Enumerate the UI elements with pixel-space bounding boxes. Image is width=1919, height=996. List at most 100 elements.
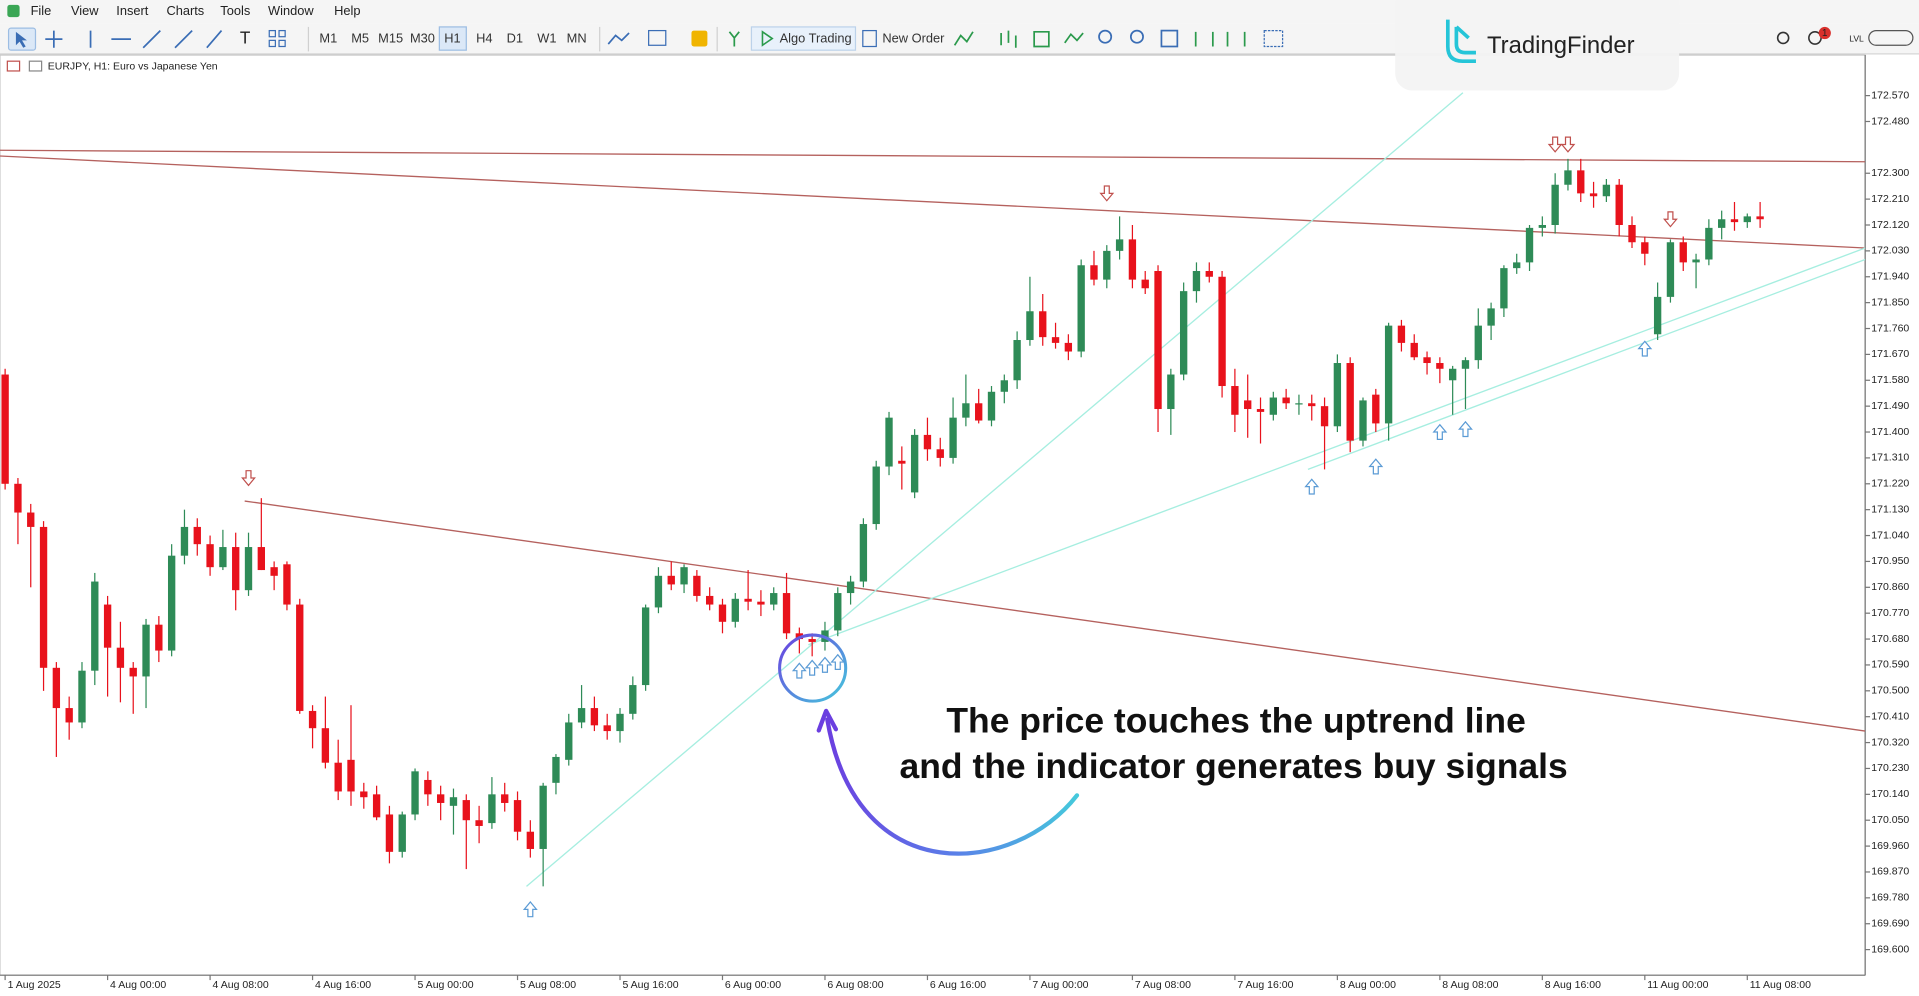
candle-body	[770, 593, 778, 605]
indicator-icon[interactable]	[607, 32, 630, 45]
candle-body	[1192, 271, 1201, 292]
candle-body	[1115, 239, 1124, 251]
candle-body	[1269, 397, 1277, 415]
x-tick-label: 5 Aug 16:00	[622, 979, 678, 991]
new-order-label[interactable]: New Order	[882, 31, 945, 46]
messages-icon[interactable]	[1808, 31, 1822, 45]
candle-body	[872, 466, 880, 525]
search-icon[interactable]	[1776, 31, 1790, 45]
timeframe[interactable]: H4	[476, 31, 492, 46]
arrow-head	[816, 708, 839, 733]
plot	[0, 92, 1866, 918]
trade-icon[interactable]	[953, 31, 974, 46]
candle-body	[603, 725, 611, 732]
candle-body	[757, 601, 765, 605]
y-tick-label: 172.120	[1871, 219, 1909, 231]
zoom-in[interactable]	[1098, 29, 1113, 44]
menu-item[interactable]: Help	[334, 3, 360, 18]
screenshot-icon[interactable]	[1263, 29, 1284, 48]
x-tick-label: 7 Aug 00:00	[1032, 979, 1088, 991]
y-tick-label: 172.570	[1871, 89, 1909, 101]
candle-body	[808, 639, 816, 642]
highlight-circle	[778, 633, 848, 703]
toggle[interactable]	[1868, 29, 1914, 46]
y-tick-label: 170.590	[1871, 659, 1909, 671]
trend-line	[0, 149, 1866, 163]
algo-trading-label[interactable]: Algo Trading	[780, 31, 852, 46]
shapes-icon	[278, 29, 286, 38]
candle-body	[565, 722, 573, 760]
timeframe[interactable]: H1	[444, 31, 460, 46]
timeframe[interactable]: M1	[319, 31, 337, 46]
menu-item[interactable]: Charts	[166, 3, 204, 18]
crosshair-icon[interactable]	[45, 30, 63, 48]
candle-body	[270, 567, 278, 576]
menu-item[interactable]: View	[71, 3, 99, 18]
timeframe[interactable]: W1	[537, 31, 556, 46]
candle-body	[65, 708, 73, 723]
x-tick-label: 4 Aug 00:00	[110, 979, 166, 991]
shapes-icon[interactable]	[268, 29, 276, 38]
badge-count: 1	[1822, 28, 1827, 39]
scroll-icons[interactable]	[1194, 31, 1246, 47]
candle-body	[654, 575, 663, 608]
zoom-out[interactable]	[1129, 29, 1144, 44]
algo-button[interactable]	[750, 26, 857, 51]
buy-signal	[791, 662, 807, 679]
candle-body	[232, 547, 240, 591]
candle-body	[1397, 325, 1406, 343]
menu-item[interactable]: Window	[268, 3, 314, 18]
candle-body	[206, 544, 214, 568]
candle-body	[1461, 360, 1470, 369]
x-tick-label: 4 Aug 16:00	[315, 979, 371, 991]
candle-body	[975, 403, 983, 421]
y-tick-label: 171.580	[1871, 374, 1909, 386]
candle-body	[27, 512, 35, 527]
candle-body	[1756, 216, 1764, 220]
candle-body	[731, 598, 739, 622]
candle-body	[1051, 337, 1060, 343]
tile-icon[interactable]	[1160, 29, 1179, 48]
timeframe[interactable]: M30	[410, 31, 435, 46]
candle-body	[1077, 265, 1085, 352]
market-icon[interactable]	[691, 30, 708, 47]
menu-item[interactable]: Tools	[220, 3, 250, 18]
candle-body	[987, 391, 996, 421]
candle-body	[14, 483, 22, 513]
candle-body	[52, 667, 61, 709]
y-tick-label: 169.960	[1871, 840, 1909, 852]
candle-body	[308, 710, 317, 729]
timeframe[interactable]: D1	[507, 31, 523, 46]
candle-body	[385, 814, 394, 852]
drawing-tools[interactable]	[89, 29, 223, 49]
lvl-label: LVL	[1849, 33, 1864, 43]
signal-icon[interactable]	[728, 31, 740, 47]
candle-body	[411, 771, 419, 815]
menu-item[interactable]: File	[31, 3, 52, 18]
candle-body	[1730, 219, 1739, 223]
buy-signal	[817, 656, 833, 673]
candle-body	[283, 564, 291, 605]
candle-body	[1205, 271, 1213, 277]
chart-type-icons[interactable]	[1000, 30, 1084, 48]
x-tick-label: 4 Aug 08:00	[213, 979, 269, 991]
template-icon[interactable]	[648, 29, 667, 46]
timeframe[interactable]: M5	[351, 31, 369, 46]
timeframe[interactable]: M15	[378, 31, 403, 46]
watermark-text: TradingFinder	[1487, 32, 1635, 59]
menu-item[interactable]: Insert	[116, 3, 149, 18]
timeframe[interactable]: MN	[567, 31, 587, 46]
candle-body	[334, 762, 342, 792]
candle-body	[1333, 363, 1342, 427]
text-tool[interactable]: T	[240, 28, 251, 48]
candle-body	[1384, 325, 1393, 424]
candle-body	[1577, 170, 1585, 194]
candle-body	[78, 670, 86, 723]
candle-body	[142, 624, 150, 677]
candle-body	[1256, 409, 1265, 412]
y-tick-label: 172.480	[1871, 115, 1909, 127]
candle-body	[859, 524, 868, 582]
badge	[1818, 26, 1831, 40]
candle-body	[321, 728, 330, 763]
x-tick-label: 7 Aug 08:00	[1135, 979, 1191, 991]
